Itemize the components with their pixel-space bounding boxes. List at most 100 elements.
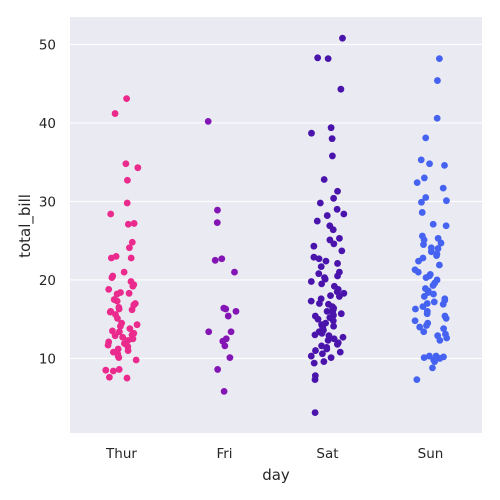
data-point-sun xyxy=(417,156,425,164)
data-point-fri xyxy=(205,328,213,336)
data-point-thur xyxy=(123,95,131,103)
data-point-thur xyxy=(102,366,110,374)
data-point-sat xyxy=(327,292,334,300)
y-axis-label: total_bill xyxy=(16,194,35,258)
data-point-thur xyxy=(109,367,117,375)
x-axis-label: day xyxy=(262,466,290,484)
data-point-sat xyxy=(333,205,341,213)
data-points xyxy=(102,34,451,416)
data-point-sat xyxy=(307,278,315,285)
data-point-sat xyxy=(315,270,323,278)
data-point-thur xyxy=(123,374,131,382)
data-point-thur xyxy=(134,164,142,172)
data-point-sat xyxy=(320,358,328,365)
data-point-sat xyxy=(321,275,329,283)
data-point-sun xyxy=(414,268,422,276)
data-point-sun xyxy=(420,354,428,362)
data-point-sun xyxy=(429,364,436,372)
data-point-sat xyxy=(328,135,336,143)
data-point-thur xyxy=(106,373,113,381)
x-tick-label: Thur xyxy=(105,446,137,462)
data-point-fri xyxy=(214,366,222,373)
data-point-thur xyxy=(115,354,123,362)
data-point-fri xyxy=(204,117,212,125)
data-point-sat xyxy=(338,247,346,255)
data-point-sun xyxy=(436,355,444,362)
data-point-fri xyxy=(220,388,228,395)
data-point-thur xyxy=(125,289,133,297)
data-point-sun xyxy=(418,209,426,216)
data-point-sun xyxy=(442,222,450,230)
data-point-sun xyxy=(423,322,430,329)
data-point-sat xyxy=(339,34,346,42)
data-point-sat xyxy=(339,333,347,341)
data-point-sat xyxy=(316,300,323,307)
data-point-thur xyxy=(111,110,119,117)
data-point-sun xyxy=(435,261,443,269)
data-point-sat xyxy=(307,352,315,360)
data-point-fri xyxy=(232,307,240,315)
data-point-sat xyxy=(327,354,335,362)
data-point-sat xyxy=(324,336,332,344)
data-point-sun xyxy=(443,197,450,205)
data-point-sun xyxy=(413,376,421,384)
data-point-thur xyxy=(115,366,123,373)
data-point-sun xyxy=(426,160,433,168)
data-point-sat xyxy=(329,226,337,234)
data-point-thur xyxy=(126,325,134,333)
data-point-sat xyxy=(330,194,338,202)
data-point-sun xyxy=(439,184,447,192)
data-point-sat xyxy=(320,176,328,183)
data-point-sun xyxy=(430,290,437,298)
data-point-sun xyxy=(436,55,443,62)
data-point-thur xyxy=(113,290,121,298)
data-point-fri xyxy=(213,219,221,227)
y-axis-ticks: 10 20 30 40 50 xyxy=(39,37,56,367)
data-point-sat xyxy=(323,345,331,353)
data-point-sat xyxy=(324,55,332,62)
data-point-sun xyxy=(420,293,428,300)
data-point-sun xyxy=(426,352,433,360)
data-point-sat xyxy=(314,315,322,323)
y-tick-label: 30 xyxy=(39,194,56,210)
data-point-sun xyxy=(427,248,435,256)
data-point-thur xyxy=(104,341,112,349)
data-point-sun xyxy=(423,310,431,318)
data-point-fri xyxy=(226,354,234,362)
data-point-thur xyxy=(114,315,121,322)
data-point-sat xyxy=(310,242,318,250)
data-point-fri xyxy=(211,256,219,264)
data-point-thur xyxy=(123,199,131,207)
data-point-thur xyxy=(128,238,136,246)
data-point-fri xyxy=(224,312,232,320)
data-point-sat xyxy=(318,342,325,350)
data-point-thur xyxy=(128,306,136,314)
data-point-sun xyxy=(431,358,439,365)
x-tick-label: Sun xyxy=(418,446,444,462)
data-point-sat xyxy=(318,329,326,337)
data-point-thur xyxy=(130,220,138,227)
y-tick-label: 40 xyxy=(39,116,56,132)
data-point-thur xyxy=(127,254,135,262)
data-point-thur xyxy=(111,332,119,340)
data-point-sat xyxy=(334,187,341,195)
data-point-fri xyxy=(218,255,226,263)
data-point-sat xyxy=(312,347,319,354)
data-point-sat xyxy=(307,297,315,305)
data-point-thur xyxy=(106,308,114,316)
data-point-sun xyxy=(442,315,450,322)
data-point-fri xyxy=(214,206,221,214)
x-tick-label: Sat xyxy=(316,446,338,462)
data-point-thur xyxy=(107,254,115,262)
data-point-thur xyxy=(129,282,137,290)
data-point-thur xyxy=(124,176,131,184)
data-point-sat xyxy=(311,331,319,339)
data-point-fri xyxy=(222,305,230,313)
data-point-sun xyxy=(422,274,430,281)
data-point-sat xyxy=(330,322,337,330)
data-point-sat xyxy=(310,359,318,367)
data-point-sun xyxy=(440,325,448,333)
data-point-sun xyxy=(429,220,437,228)
data-point-sun xyxy=(412,305,419,313)
